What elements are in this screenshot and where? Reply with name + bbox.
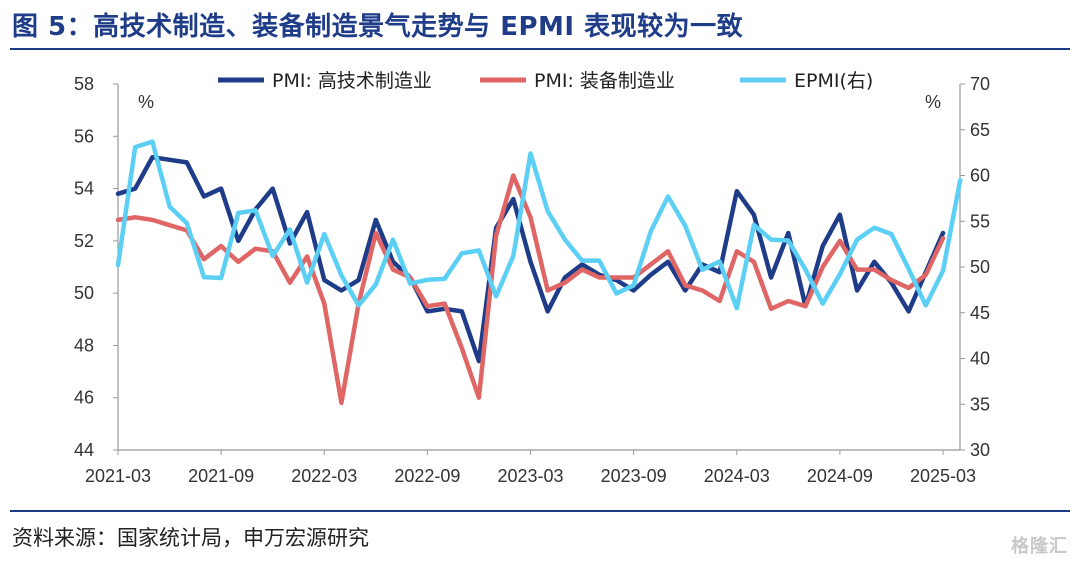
right-axis-tick-label: 65 xyxy=(970,120,990,140)
x-axis-tick-label: 2025-03 xyxy=(910,466,976,486)
left-axis-tick-label: 48 xyxy=(74,335,94,355)
series-line-1 xyxy=(115,173,946,406)
right-axis-unit: % xyxy=(925,92,941,112)
watermark-logo: 格隆汇 xyxy=(1011,536,1068,557)
legend-label-1: PMI: 装备制造业 xyxy=(534,70,675,92)
right-axis-tick-label: 35 xyxy=(970,394,990,414)
left-axis-tick-label: 56 xyxy=(74,126,94,146)
x-axis-tick-label: 2022-03 xyxy=(291,466,357,486)
x-axis-tick-label: 2023-09 xyxy=(601,466,667,486)
left-axis-unit: % xyxy=(138,92,154,112)
left-axis-tick-label: 52 xyxy=(74,231,94,251)
left-axis-tick-label: 58 xyxy=(74,74,94,94)
x-axis-tick-label: 2022-09 xyxy=(394,466,460,486)
x-axis-tick-label: 2024-03 xyxy=(704,466,770,486)
right-axis-tick-label: 70 xyxy=(970,74,990,94)
right-axis-tick-label: 40 xyxy=(970,349,990,369)
right-axis-tick-label: 60 xyxy=(970,166,990,186)
legend-label-2: EPMI(右) xyxy=(794,70,873,92)
title-divider xyxy=(10,48,1070,50)
x-axis-tick-label: 2021-09 xyxy=(188,466,254,486)
left-axis-tick-label: 46 xyxy=(74,388,94,408)
right-axis-tick-label: 50 xyxy=(970,257,990,277)
legend-label-0: PMI: 高技术制造业 xyxy=(272,70,432,92)
x-axis-tick-label: 2024-09 xyxy=(807,466,873,486)
source-note: 资料来源：国家统计局，申万宏源研究 xyxy=(12,526,369,550)
left-axis-tick-label: 50 xyxy=(74,283,94,303)
x-axis-tick-label: 2023-03 xyxy=(497,466,563,486)
right-axis-tick-label: 55 xyxy=(970,211,990,231)
line-chart: 44 46 48 50 52 54 56 58 30 35 40 45 50 55 60 65 70 2021-0… xyxy=(74,70,990,486)
left-axis-tick-label: 54 xyxy=(74,179,94,199)
page-title: 图 5：高技术制造、装备制造景气走势与 EPMI 表现较为一致 xyxy=(12,12,744,42)
right-axis-tick-label: 30 xyxy=(970,440,990,460)
source-divider xyxy=(10,510,1070,512)
left-axis-tick-label: 44 xyxy=(74,440,94,460)
right-axis-tick-label: 45 xyxy=(970,303,990,323)
series-line-2 xyxy=(115,139,963,311)
x-axis-tick-label: 2021-03 xyxy=(85,466,151,486)
